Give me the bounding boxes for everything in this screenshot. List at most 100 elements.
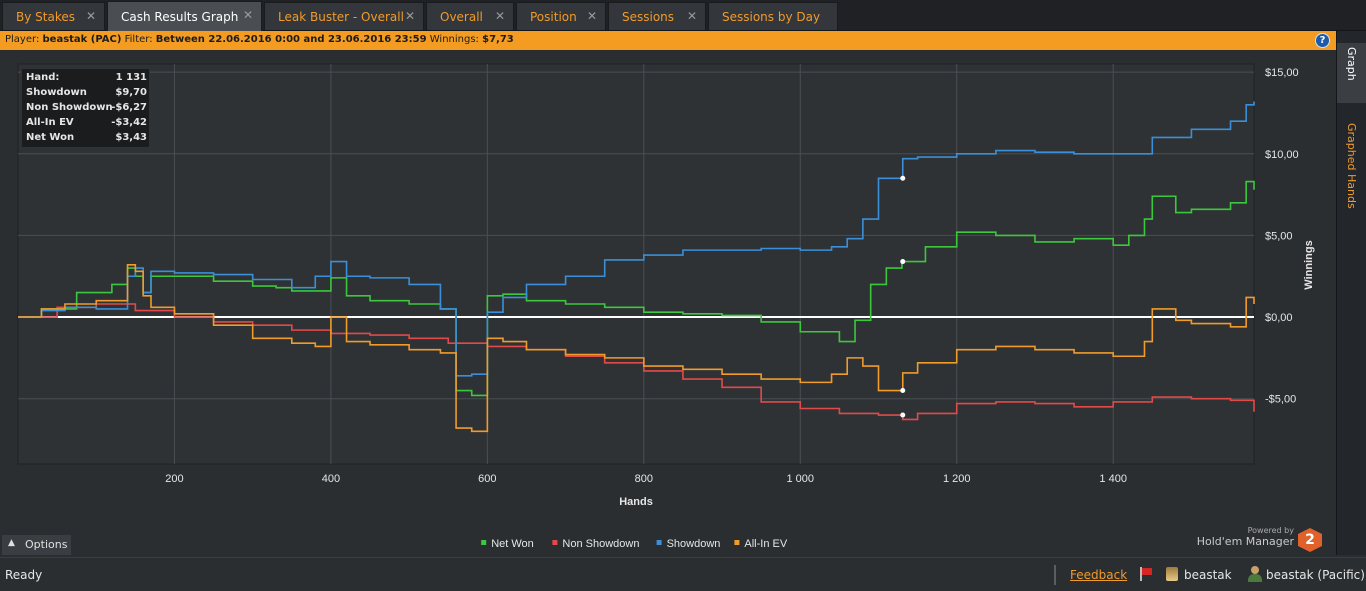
filter-bar: Player: beastak (PAC) Filter: Between 22… — [0, 31, 1336, 50]
hover-marker-net-won — [900, 259, 906, 265]
x-tick-labels: 200 400 600 800 1 000 1 200 1 400 — [165, 473, 1127, 485]
player-label: Player: — [5, 34, 40, 45]
stat-label: Non Showdown — [26, 102, 113, 113]
status-bar: Ready Feedback beastak beastak (Pacific) — [0, 557, 1366, 591]
tab-graph-label: Graph — [1345, 47, 1358, 81]
help-icon[interactable]: ? — [1315, 33, 1330, 48]
stat-value: -$3,42 — [111, 117, 147, 128]
stat-label: All-In EV — [26, 117, 74, 128]
series-showdown — [18, 101, 1255, 377]
stat-row-all-in-ev: All-In EV -$3,42 — [26, 117, 147, 131]
legend-swatch-showdown — [656, 540, 662, 545]
series-net-won — [18, 180, 1255, 397]
tab-label: Leak Buster - Overall — [278, 10, 404, 24]
y-tick-label: $5,00 — [1265, 230, 1293, 242]
legend: Net Won Non Showdown Showdown All-In EV — [481, 538, 788, 550]
x-tick-label: 200 — [165, 473, 183, 485]
status-text: Ready — [5, 568, 43, 582]
y-axis-label: Winnings — [1303, 240, 1315, 289]
close-icon[interactable]: ✕ — [242, 8, 253, 22]
flag-icon[interactable] — [1140, 567, 1154, 581]
y-tick-label: $15,00 — [1265, 67, 1299, 79]
stat-label: Showdown — [26, 87, 87, 98]
stat-row-hand: Hand: 1 131 — [26, 72, 147, 86]
x-tick-label: 800 — [635, 473, 653, 485]
x-tick-label: 1 200 — [943, 473, 971, 485]
stat-row-non-showdown: Non Showdown -$6,27 — [26, 102, 147, 116]
stat-value: -$6,27 — [111, 102, 147, 113]
tab-graphed-hands[interactable]: Graphed Hands — [1337, 119, 1366, 219]
y-tick-label: $10,00 — [1265, 149, 1299, 161]
legend-label-net-won: Net Won — [491, 538, 534, 550]
stat-row-net-won: Net Won $3,43 — [26, 132, 147, 146]
legend-swatch-net-won — [481, 540, 487, 545]
tab-overall[interactable]: Overall ✕ — [426, 2, 514, 30]
options-button[interactable]: ▲ Options — [2, 535, 71, 555]
plot-area — [17, 63, 1255, 465]
legend-label-non-showdown: Non Showdown — [562, 538, 639, 550]
stat-value: $3,43 — [115, 132, 147, 143]
x-tick-label: 1 000 — [787, 473, 815, 485]
tab-label: Overall — [440, 10, 483, 24]
close-icon[interactable]: ✕ — [686, 9, 697, 23]
database-icon[interactable] — [1166, 567, 1178, 581]
tab-sessions-by-day[interactable]: Sessions by Day — [708, 2, 838, 30]
tab-label: Cash Results Graph — [121, 10, 239, 24]
stat-row-showdown: Showdown $9,70 — [26, 87, 147, 101]
side-panel: Graph Graphed Hands — [1336, 31, 1366, 555]
status-separator — [1054, 565, 1056, 585]
y-tick-label: -$5,00 — [1265, 394, 1296, 406]
legend-swatch-all-in-ev — [734, 540, 740, 545]
stat-value: $9,70 — [115, 87, 147, 98]
tab-position[interactable]: Position ✕ — [516, 2, 606, 30]
hover-marker-showdown — [900, 175, 906, 181]
tab-bar: By Stakes ✕ Cash Results Graph ✕ Leak Bu… — [0, 0, 1366, 31]
powered-by-logo: Powered by Hold'em Manager 2 — [1194, 526, 1324, 554]
legend-swatch-non-showdown — [552, 540, 558, 545]
player-avatar-icon[interactable] — [1248, 566, 1262, 582]
close-icon[interactable]: ✕ — [404, 9, 415, 23]
tab-label: By Stakes — [16, 10, 75, 24]
hover-marker-all-in-ev — [900, 388, 906, 394]
tab-graph[interactable]: Graph — [1337, 43, 1366, 103]
tab-by-stakes[interactable]: By Stakes ✕ — [2, 2, 105, 30]
stats-box: Hand: 1 131 Showdown $9,70 Non Showdown … — [21, 68, 150, 148]
series-lines — [18, 101, 1255, 433]
stat-label: Hand: — [26, 72, 60, 83]
player-site[interactable]: beastak (Pacific) — [1266, 568, 1365, 582]
tab-graphed-hands-label: Graphed Hands — [1345, 123, 1358, 209]
y-tick-label: $0,00 — [1265, 312, 1293, 324]
legend-label-showdown: Showdown — [667, 538, 721, 550]
close-icon[interactable]: ✕ — [586, 9, 597, 23]
stat-label: Net Won — [26, 132, 75, 143]
filter-label: Filter: — [124, 34, 153, 45]
winnings-value: $7,73 — [482, 34, 514, 45]
product-name: Hold'em Manager — [1196, 535, 1294, 548]
feedback-link[interactable]: Feedback — [1070, 568, 1128, 582]
tab-sessions[interactable]: Sessions ✕ — [608, 2, 706, 30]
powered-by-text: Powered by — [1247, 526, 1294, 535]
tab-label: Sessions by Day — [722, 10, 821, 24]
y-tick-labels: $15,00 $10,00 $5,00 $0,00 -$5,00 — [1265, 67, 1299, 406]
series-all-in-ev — [18, 264, 1255, 433]
series-non-showdown — [18, 303, 1255, 421]
tab-leak-buster-overall[interactable]: Leak Buster - Overall ✕ — [264, 2, 424, 30]
tab-cash-results-graph[interactable]: Cash Results Graph ✕ — [107, 1, 262, 31]
filter-value: Between 22.06.2016 0:00 and 23.06.2016 2… — [155, 34, 427, 45]
legend-label-all-in-ev: All-In EV — [744, 538, 787, 550]
x-axis-label: Hands — [619, 496, 653, 508]
results-chart: 200 400 600 800 1 000 1 200 1 400 $15,00 $10,00… — [0, 50, 1336, 555]
close-icon[interactable]: ✕ — [85, 9, 96, 23]
close-icon[interactable]: ✕ — [494, 9, 505, 23]
player-value: beastak (PAC) — [42, 34, 122, 45]
tab-label: Sessions — [622, 10, 675, 24]
current-user[interactable]: beastak — [1184, 568, 1232, 582]
chevron-up-icon: ▲ — [8, 538, 15, 548]
hover-markers — [900, 175, 906, 418]
winnings-label: Winnings: — [429, 34, 479, 45]
options-label: Options — [25, 538, 68, 551]
hm2-logo-icon: 2 — [1298, 528, 1322, 552]
stat-value: 1 131 — [115, 72, 147, 83]
x-tick-label: 600 — [478, 473, 496, 485]
x-tick-label: 1 400 — [1099, 473, 1127, 485]
